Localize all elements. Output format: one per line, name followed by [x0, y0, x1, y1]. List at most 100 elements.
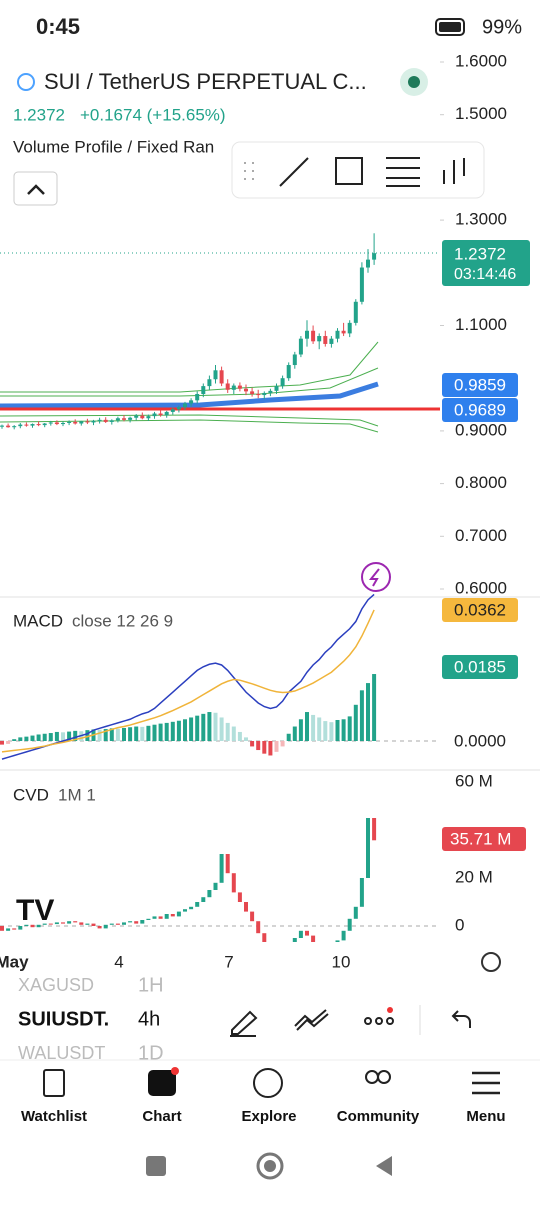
cvd-bar	[67, 921, 72, 924]
macd-bar	[207, 712, 212, 741]
x-tick-label: 4	[114, 952, 123, 971]
macd-bar	[48, 733, 53, 741]
macd-bar	[54, 731, 59, 741]
symbol-item[interactable]: XAGUSD	[18, 975, 94, 995]
candle-body	[292, 354, 297, 366]
fib-tool[interactable]	[386, 157, 420, 187]
macd-bar	[170, 721, 175, 741]
macd-bar	[24, 736, 29, 741]
interval-item[interactable]: 1H	[138, 974, 164, 996]
band-lower-2	[0, 414, 379, 427]
explore-icon[interactable]	[253, 1068, 283, 1098]
cvd-box	[442, 827, 526, 851]
hist-box	[442, 655, 518, 679]
macd-bar	[213, 712, 218, 741]
level-label: 0.9859	[454, 375, 506, 394]
nav-recent[interactable]	[146, 1156, 166, 1176]
y-tick-label: 20 M	[455, 867, 493, 886]
signal-label: 0.0362	[454, 600, 506, 619]
community-icon[interactable]	[365, 1070, 379, 1084]
cvd-bar	[341, 930, 346, 941]
cvd-bar	[140, 920, 145, 924]
cvd-bar	[195, 902, 200, 907]
settings-icon[interactable]	[481, 952, 501, 972]
y-tick-label: 0.8000	[455, 473, 507, 492]
macd-bar	[244, 737, 248, 741]
interval-item[interactable]: 1D	[138, 1042, 164, 1064]
candle-body	[170, 409, 175, 412]
nav-home[interactable]	[256, 1152, 284, 1180]
candle-body	[42, 423, 47, 426]
macd-bar	[256, 741, 261, 751]
symbol-item[interactable]: SUIUSDT.	[18, 1008, 109, 1030]
nav-label[interactable]: Watchlist	[21, 1108, 87, 1125]
macd-bar	[97, 729, 102, 741]
candle-body	[164, 411, 169, 416]
macd-bar	[280, 741, 285, 747]
interval-item[interactable]: 4h	[138, 1008, 160, 1030]
x-tick-label: 7	[224, 952, 233, 971]
indicator-icon[interactable]	[294, 1009, 329, 1031]
nav-label[interactable]: Menu	[466, 1108, 505, 1125]
indicator-name[interactable]: Volume Profile / Fixed Ran	[13, 137, 214, 156]
y-tick-label: 0	[455, 915, 464, 934]
candle-body	[79, 421, 84, 424]
nav-label[interactable]: Chart	[142, 1108, 181, 1125]
macd-bar	[366, 683, 370, 741]
last-price: 1.2372	[454, 244, 506, 263]
macd-bar	[335, 720, 340, 741]
candle-body	[158, 413, 163, 416]
ma-bands	[0, 341, 379, 433]
macd-bar	[341, 719, 346, 741]
candle-body	[97, 419, 102, 421]
cvd-bar	[91, 923, 96, 926]
cvd-bar	[54, 922, 59, 925]
macd-bar	[67, 731, 72, 741]
cvd-bar	[231, 873, 236, 893]
macd-bar	[305, 712, 309, 741]
symbol-item[interactable]: WALUSDT	[18, 1043, 105, 1063]
menu-icon[interactable]	[472, 1071, 500, 1095]
chart-icon[interactable]	[148, 1070, 176, 1096]
candle-body	[280, 378, 285, 387]
nav-back[interactable]	[376, 1156, 392, 1176]
undo-icon[interactable]	[451, 1010, 471, 1028]
macd-bar	[61, 732, 65, 741]
cvd-bar	[85, 923, 90, 925]
rect-tool[interactable]	[335, 157, 363, 185]
alert-icon[interactable]	[361, 562, 391, 592]
candle-body	[54, 422, 59, 425]
macd-bar	[109, 728, 114, 741]
more-icon	[386, 1017, 394, 1025]
band-mid	[0, 367, 379, 397]
candle-body	[323, 336, 328, 344]
tv-logo: TV	[16, 894, 54, 927]
trendline-tool[interactable]	[279, 157, 309, 187]
cvd-bar	[109, 923, 114, 925]
drag-handle[interactable]	[244, 162, 254, 180]
nav-label[interactable]: Community	[337, 1108, 420, 1125]
draw-icon[interactable]	[230, 1010, 258, 1037]
alert-bolt	[368, 568, 380, 587]
cvd-bar	[61, 922, 65, 924]
macd-bar	[311, 714, 316, 741]
symbol[interactable]: SUI / TetherUS PERPETUAL C...	[44, 69, 367, 94]
candle-body	[268, 390, 273, 393]
candle-body	[250, 391, 255, 395]
more-icon[interactable]	[364, 1017, 372, 1025]
cvd-bar	[262, 933, 267, 942]
candle-body	[201, 386, 206, 395]
cvd-bar	[36, 924, 41, 928]
macd-line	[1, 593, 375, 760]
nav-label[interactable]: Explore	[241, 1108, 296, 1125]
cvd-bar	[103, 924, 108, 929]
candle-body	[244, 388, 248, 392]
cvd-bar	[18, 926, 23, 930]
collapse-button[interactable]	[13, 171, 58, 206]
macd-bar	[122, 727, 126, 741]
watchlist-icon[interactable]	[43, 1069, 65, 1097]
header-change: +0.1674 (+15.65%)	[80, 105, 226, 124]
candle-tool[interactable]	[443, 158, 465, 184]
level-label: 0.9689	[454, 400, 506, 419]
battery: 99%	[482, 16, 522, 38]
